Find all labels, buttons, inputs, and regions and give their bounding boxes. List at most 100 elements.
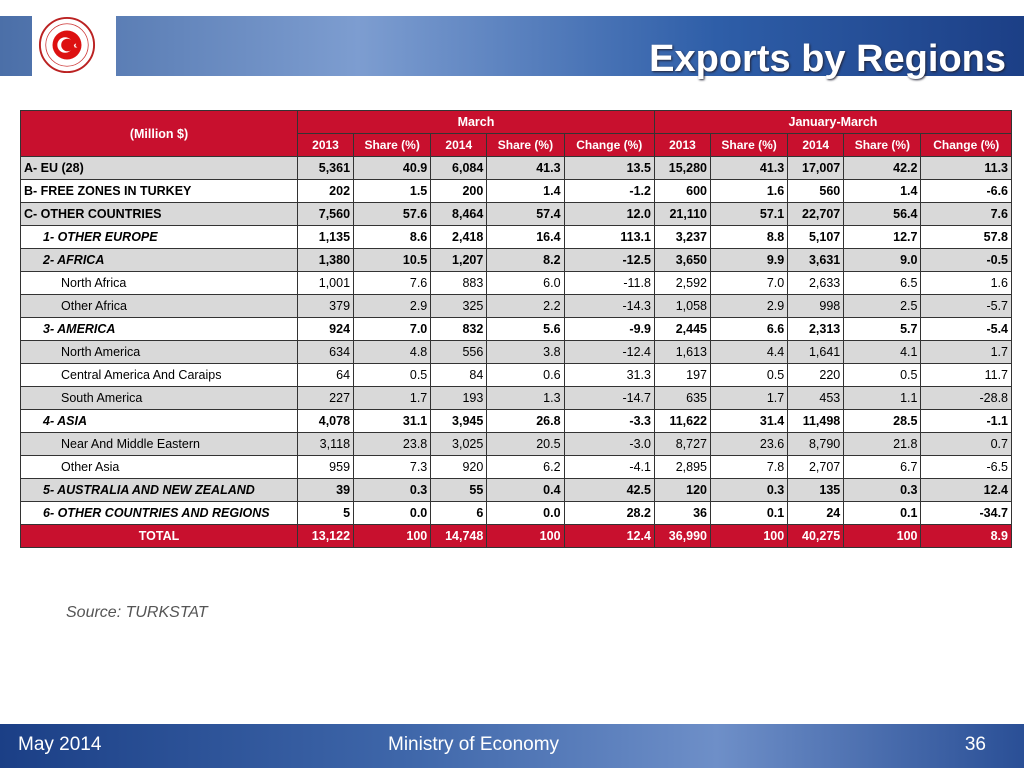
table-cell: 2,445 bbox=[653, 317, 711, 341]
table-cell: 200 bbox=[430, 179, 488, 203]
table-cell: 31.1 bbox=[353, 409, 432, 433]
column-header: Change (%) bbox=[920, 133, 1012, 157]
table-cell: 14,748 bbox=[430, 524, 488, 548]
table-cell: 64 bbox=[296, 363, 355, 387]
table-cell: 21,110 bbox=[653, 202, 711, 226]
table-cell: 3,650 bbox=[653, 248, 711, 272]
table-row: 2- AFRICA 1,380 10.5 1,207 8.2 -12.5 3,650 9.9 3… bbox=[20, 248, 1012, 272]
table-cell: 41.3 bbox=[486, 156, 565, 180]
table-cell: 6.7 bbox=[843, 455, 922, 479]
table-cell: -12.4 bbox=[563, 340, 655, 364]
table-cell: 5 bbox=[296, 501, 355, 525]
table-cell: 23.8 bbox=[353, 432, 432, 456]
table-cell: -3.0 bbox=[563, 432, 655, 456]
row-label: North Africa bbox=[20, 271, 298, 295]
row-label: 4- ASIA bbox=[20, 409, 298, 433]
table-cell: 3,025 bbox=[430, 432, 488, 456]
table-cell: 100 bbox=[486, 524, 565, 548]
table-cell: -6.6 bbox=[920, 179, 1012, 203]
table-cell: 1,058 bbox=[653, 294, 711, 318]
column-header: Change (%) bbox=[563, 133, 655, 157]
table-cell: 1.7 bbox=[920, 340, 1012, 364]
table-cell: 31.4 bbox=[709, 409, 789, 433]
table-cell: 2,418 bbox=[430, 225, 488, 249]
table-cell: 0.5 bbox=[353, 363, 432, 387]
table-cell: 924 bbox=[296, 317, 355, 341]
table-cell: 4.1 bbox=[843, 340, 922, 364]
column-header: Share (%) bbox=[709, 133, 789, 157]
row-label: Other Asia bbox=[20, 455, 298, 479]
table-cell: 1.5 bbox=[353, 179, 432, 203]
table-row: B- FREE ZONES IN TURKEY 202 1.5 200 1.4 -1.2 6… bbox=[20, 179, 1012, 203]
table-cell: 7.8 bbox=[709, 455, 789, 479]
table-cell: 0.5 bbox=[843, 363, 922, 387]
table-cell: 12.4 bbox=[563, 524, 655, 548]
table-row: 4- ASIA 4,078 31.1 3,945 26.8 -3.3 11,622 31.4 1… bbox=[20, 409, 1012, 433]
row-label: TOTAL bbox=[20, 524, 298, 548]
table-cell: 202 bbox=[296, 179, 355, 203]
table-row: Central America And Caraips 64 0.5 84 0.6 31.… bbox=[20, 363, 1012, 387]
table-cell: 135 bbox=[787, 478, 845, 502]
table-cell: 1.7 bbox=[353, 386, 432, 410]
table-cell: 28.2 bbox=[563, 501, 655, 525]
table-cell: 2,707 bbox=[787, 455, 845, 479]
table-row: Other Asia 959 7.3 920 6.2 -4.1 2,895 7.8 2,707 6… bbox=[20, 455, 1012, 479]
row-label: C- OTHER COUNTRIES bbox=[20, 202, 298, 226]
table-cell: 1,380 bbox=[296, 248, 355, 272]
table-cell: 21.8 bbox=[843, 432, 922, 456]
page-number: 36 bbox=[964, 734, 986, 755]
table-cell: 453 bbox=[787, 386, 845, 410]
table-cell: 8.8 bbox=[709, 225, 789, 249]
table-cell: 22,707 bbox=[787, 202, 845, 226]
table-cell: -1.2 bbox=[563, 179, 655, 203]
table-cell: 3,945 bbox=[430, 409, 488, 433]
table-cell: 7.6 bbox=[920, 202, 1012, 226]
table-cell: 40.9 bbox=[353, 156, 432, 180]
table-cell: 1.4 bbox=[843, 179, 922, 203]
table-cell: 4.4 bbox=[709, 340, 789, 364]
table-cell: 7.6 bbox=[353, 271, 432, 295]
table-row: 6- OTHER COUNTRIES AND REGIONS 5 0.0 6 0.0 28… bbox=[20, 501, 1012, 525]
table-cell: 1,135 bbox=[296, 225, 355, 249]
column-header: Share (%) bbox=[843, 133, 922, 157]
footer-organization: Ministry of Economy bbox=[388, 734, 560, 755]
table-cell: 0.6 bbox=[486, 363, 565, 387]
table-cell: 28.5 bbox=[843, 409, 922, 433]
row-label: South America bbox=[20, 386, 298, 410]
table-cell: 635 bbox=[653, 386, 711, 410]
column-header: Share (%) bbox=[486, 133, 565, 157]
table-cell: -0.5 bbox=[920, 248, 1012, 272]
exports-table: (Million $) March January-March 2013 Shar… bbox=[20, 110, 1013, 548]
table-row: South America 227 1.7 193 1.3 -14.7 635 1.7 453 1… bbox=[20, 386, 1012, 410]
table-cell: 26.8 bbox=[486, 409, 565, 433]
column-header: 2013 bbox=[653, 133, 711, 157]
table-cell: -12.5 bbox=[563, 248, 655, 272]
table-cell: 16.4 bbox=[486, 225, 565, 249]
table-row: 5- AUSTRALIA AND NEW ZEALAND 39 0.3 55 0.4 42… bbox=[20, 478, 1012, 502]
table-cell: 100 bbox=[353, 524, 432, 548]
table-cell: 9.0 bbox=[843, 248, 922, 272]
table-cell: 8,464 bbox=[430, 202, 488, 226]
row-label: A- EU (28) bbox=[20, 156, 298, 180]
table-cell: 2.2 bbox=[486, 294, 565, 318]
table-cell: 42.2 bbox=[843, 156, 922, 180]
table-cell: 5.6 bbox=[486, 317, 565, 341]
table-cell: 41.3 bbox=[709, 156, 789, 180]
table-cell: -5.7 bbox=[920, 294, 1012, 318]
table-cell: 2,313 bbox=[787, 317, 845, 341]
table-cell: 24 bbox=[787, 501, 845, 525]
table-cell: 6,084 bbox=[430, 156, 488, 180]
group-header-january-march: January-March bbox=[653, 110, 1013, 134]
table-cell: 1,641 bbox=[787, 340, 845, 364]
table-cell: 23.6 bbox=[709, 432, 789, 456]
table-cell: 1.7 bbox=[709, 386, 789, 410]
table-cell: 1,613 bbox=[653, 340, 711, 364]
table-cell: 20.5 bbox=[486, 432, 565, 456]
table-cell: 3,118 bbox=[296, 432, 355, 456]
ministry-logo bbox=[32, 16, 116, 76]
table-cell: 193 bbox=[430, 386, 488, 410]
table-cell: 0.3 bbox=[353, 478, 432, 502]
table-row: 3- AMERICA 924 7.0 832 5.6 -9.9 2,445 6.6 2,313 5… bbox=[20, 317, 1012, 341]
table-cell: 56.4 bbox=[843, 202, 922, 226]
table-cell: 12.4 bbox=[920, 478, 1012, 502]
